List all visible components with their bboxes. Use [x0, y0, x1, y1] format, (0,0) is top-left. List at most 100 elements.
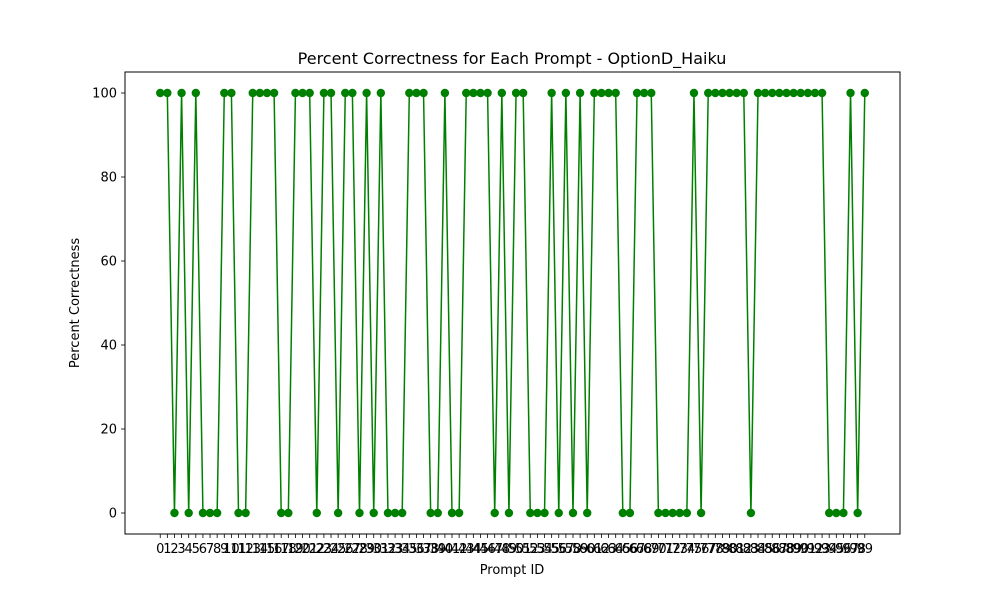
- x-tick-label: 84: [750, 542, 767, 557]
- x-axis-label: Prompt ID: [480, 563, 545, 578]
- x-tick-label: 50: [508, 542, 525, 557]
- x-tick-label: 80: [721, 542, 738, 557]
- data-point: [860, 88, 869, 98]
- data-point: [497, 88, 507, 98]
- data-point: [376, 88, 386, 98]
- x-tick-label: 41: [444, 542, 461, 557]
- x-tick-label: 4: [185, 542, 193, 557]
- data-point: [732, 88, 741, 98]
- x-tick-label: 2: [170, 542, 178, 557]
- data-point: [333, 508, 343, 518]
- x-tick-label: 83: [743, 542, 760, 557]
- data-point: [597, 88, 606, 98]
- y-tick-label: 40: [100, 339, 117, 354]
- data-point: [654, 508, 663, 518]
- x-tick-label: 26: [337, 542, 354, 557]
- x-tick-label: 69: [643, 542, 660, 557]
- data-point: [853, 508, 862, 518]
- x-tick-label: 19: [287, 542, 304, 557]
- x-tick-label: 24: [323, 542, 340, 557]
- series-layer: [156, 88, 869, 518]
- data-point: [319, 88, 329, 98]
- data-point: [440, 88, 450, 98]
- data-point: [163, 88, 172, 98]
- data-point: [255, 88, 265, 98]
- data-point: [810, 88, 820, 98]
- data-point: [547, 88, 556, 98]
- data-point: [768, 88, 777, 98]
- data-point: [341, 88, 350, 98]
- x-tick-label: 90: [792, 542, 809, 557]
- x-tick-label: 98: [849, 542, 866, 557]
- data-point: [739, 88, 748, 98]
- data-point: [447, 508, 457, 518]
- y-axis-label: Percent Correctness: [68, 238, 83, 369]
- data-point: [170, 508, 179, 518]
- data-point: [568, 508, 578, 518]
- data-point: [405, 88, 414, 98]
- data-point: [191, 88, 201, 98]
- x-tick-label: 32: [380, 542, 397, 557]
- data-point: [668, 508, 677, 518]
- data-point: [348, 88, 357, 98]
- data-point: [227, 88, 236, 98]
- data-point: [355, 508, 364, 518]
- x-tick-label: 30: [365, 542, 382, 557]
- x-tick-label: 6: [199, 542, 207, 557]
- x-tick-label: 9: [220, 542, 228, 557]
- x-tick-label: 54: [536, 542, 553, 557]
- data-point: [839, 508, 848, 518]
- data-point: [454, 508, 464, 518]
- data-point: [476, 88, 485, 98]
- data-point: [775, 88, 784, 98]
- x-tick-label: 14: [252, 542, 269, 557]
- x-tick-label: 13: [244, 542, 261, 557]
- data-point: [554, 508, 563, 518]
- x-tick-label: 12: [237, 542, 254, 557]
- x-tick-label: 23: [316, 542, 333, 557]
- data-point: [184, 508, 193, 518]
- x-tick-label: 17: [273, 542, 290, 557]
- x-tick-label: 56: [550, 542, 567, 557]
- x-tick-label: 88: [778, 542, 795, 557]
- data-point: [269, 88, 279, 98]
- x-tick-label: 79: [714, 542, 731, 557]
- data-point: [682, 508, 692, 518]
- x-tick-label: 8: [213, 542, 221, 557]
- x-tick-label: 48: [494, 542, 511, 557]
- data-point: [618, 508, 628, 518]
- x-tick-label: 67: [629, 542, 646, 557]
- data-point: [846, 88, 855, 98]
- x-tick-label: 51: [515, 542, 532, 557]
- x-tick-label: 94: [821, 542, 838, 557]
- data-point: [198, 508, 208, 518]
- data-point: [326, 88, 336, 98]
- data-point: [753, 88, 763, 98]
- series-line: [160, 92, 866, 514]
- x-tick-label: 77: [700, 542, 717, 557]
- data-point: [518, 88, 528, 98]
- data-point: [675, 508, 684, 518]
- x-tick-label: 52: [522, 542, 539, 557]
- data-point: [262, 88, 272, 98]
- plot-area: [124, 71, 901, 535]
- data-point: [419, 88, 428, 98]
- x-tick-label: 60: [579, 542, 596, 557]
- x-tick-label: 96: [835, 542, 852, 557]
- data-point: [412, 88, 421, 98]
- x-tick-label: 1: [163, 542, 171, 557]
- x-tick-label: 81: [728, 542, 745, 557]
- x-tick-label: 25: [330, 542, 347, 557]
- data-point: [234, 508, 243, 518]
- x-tick-label: 3: [177, 542, 185, 557]
- x-tick-label: 63: [600, 542, 617, 557]
- x-tick-label: 21: [301, 542, 318, 557]
- chart-title: Percent Correctness for Each Prompt - Op…: [298, 49, 727, 69]
- x-tick-label: 61: [586, 542, 603, 557]
- x-tick-label: 91: [800, 542, 817, 557]
- x-tick-label: 47: [486, 542, 503, 557]
- y-tick-label: 20: [100, 423, 117, 438]
- x-tick-label: 75: [686, 542, 703, 557]
- x-tick-label: 74: [679, 542, 696, 557]
- y-tick-label: 60: [100, 255, 117, 270]
